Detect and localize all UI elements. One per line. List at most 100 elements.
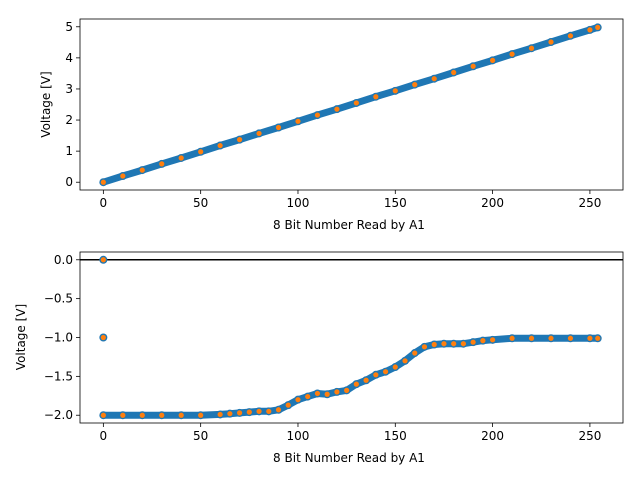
top-series-2-point	[178, 155, 184, 161]
bottom-y-tick-label: −0.5	[44, 292, 73, 306]
bottom-x-axis-label: 8 Bit Number Read by A1	[273, 451, 425, 465]
bottom-y-tick-label: −1.0	[44, 331, 73, 345]
top-x-tick-label: 0	[100, 196, 108, 210]
bottom-x-tick-label: 250	[578, 429, 601, 443]
top-series-2-point	[217, 142, 223, 149]
top-series-2-point	[353, 100, 359, 106]
bottom-series-2-point	[120, 412, 126, 418]
bottom-series-2-point	[266, 408, 272, 414]
bottom-series-2-point	[460, 341, 467, 347]
bottom-y-axis-label: Voltage [V]	[14, 304, 28, 370]
top-x-axis-label: 8 Bit Number Read by A1	[273, 218, 425, 232]
bottom-series-2-point	[412, 350, 418, 356]
bottom-x-tick-label: 150	[384, 429, 407, 443]
top-x-tick-label: 100	[287, 196, 310, 210]
top-series-2-point	[275, 124, 282, 131]
top-series-2-point	[528, 45, 535, 51]
bottom-series-2-point	[139, 412, 145, 418]
bottom-series-2-point	[451, 341, 457, 347]
bottom-series-2-point	[509, 335, 515, 341]
bottom-series-2-point	[285, 402, 291, 408]
top-series-2-point	[470, 63, 476, 69]
bottom-series-2-point	[334, 389, 340, 395]
bottom-series-2-point	[159, 412, 165, 418]
bottom-series-2-point	[392, 364, 398, 370]
bottom-series-2-point	[246, 409, 252, 415]
bottom-series-2-point	[567, 335, 574, 341]
top-series-2-point	[412, 82, 418, 88]
bottom-series-2-point	[402, 358, 408, 364]
bottom-series-2-point	[595, 335, 601, 341]
bottom-series-2-point	[490, 337, 496, 343]
top-subplot: 8 Bit Number Read by A1 Voltage [V] 0 50 1…	[39, 18, 624, 232]
top-series-2-point	[159, 161, 165, 167]
top-series-2-point	[139, 167, 145, 173]
top-series-2-point	[490, 57, 496, 63]
top-series-2-point	[198, 149, 204, 155]
bottom-y-tick-label: 0.0	[54, 253, 73, 267]
bottom-x-tick-label: 50	[193, 429, 208, 443]
bottom-series-2-point	[353, 381, 359, 387]
bottom-series-2-point	[314, 390, 321, 397]
bottom-series-2-point	[548, 335, 554, 341]
bottom-series-2-point	[198, 412, 204, 418]
bottom-series-2-point	[363, 377, 369, 383]
bottom-series-2-point	[373, 372, 379, 378]
bottom-series-2-point	[295, 397, 301, 403]
top-series-2-point	[548, 39, 554, 45]
bottom-series-2-point	[305, 393, 311, 400]
bottom-series-2-point	[324, 391, 330, 397]
bottom-series-2-point	[275, 407, 282, 413]
top-series-2-point	[314, 112, 321, 118]
top-x-tick-label: 150	[384, 196, 407, 210]
bottom-series-2-point	[217, 411, 223, 418]
bottom-isolated-point-inner	[100, 334, 106, 341]
top-series-2-point	[392, 88, 398, 94]
top-y-axis-label: Voltage [V]	[39, 71, 53, 137]
top-series-2-point	[451, 69, 457, 76]
top-series-2-point	[373, 94, 379, 100]
bottom-series-2-point	[178, 412, 184, 418]
bottom-x-tick-label: 100	[287, 429, 310, 443]
top-y-tick-label: 5	[65, 20, 73, 34]
bottom-x-tick-label: 0	[100, 429, 108, 443]
top-series-2-point	[100, 179, 106, 185]
bottom-x-tick-label: 200	[481, 429, 504, 443]
top-y-tick-label: 3	[65, 82, 73, 96]
top-y-tick-label: 1	[65, 144, 73, 158]
top-series-2-point	[295, 118, 301, 124]
top-plot-frame	[79, 18, 624, 191]
top-series-2-point	[334, 106, 340, 112]
bottom-series-2-point	[470, 339, 476, 345]
bottom-series-2-point	[100, 412, 106, 418]
bottom-series-2-point	[236, 410, 243, 416]
top-y-tick-label: 2	[65, 113, 73, 127]
top-x-tick-label: 200	[481, 196, 504, 210]
bottom-series-2-point	[382, 369, 389, 375]
bottom-series-2-point	[344, 387, 350, 393]
top-series-2-point	[256, 130, 262, 137]
bottom-series-2-point	[256, 408, 262, 414]
top-series-2-point	[567, 33, 574, 39]
top-series-2-point	[587, 27, 593, 33]
top-y-tick-label: 4	[65, 51, 73, 65]
bottom-series-2-point	[528, 335, 535, 341]
top-series-2-point	[120, 173, 126, 179]
bottom-y-tick-label: −2.0	[44, 408, 73, 422]
top-x-tick-label: 250	[578, 196, 601, 210]
top-series-2-point	[595, 24, 601, 30]
top-series-2-point	[236, 137, 243, 143]
bottom-y-tick-label: −1.5	[44, 369, 73, 383]
top-series-2-point	[431, 76, 437, 82]
bottom-series-2-point	[441, 341, 447, 347]
bottom-series-2-point	[480, 338, 486, 344]
bottom-subplot: 8 Bit Number Read by A1 Voltage [V] 0 50 1…	[14, 251, 624, 465]
bottom-series-2-point	[431, 341, 437, 348]
top-y-tick-label: 0	[65, 175, 73, 189]
bottom-series-2-point	[587, 335, 593, 341]
top-x-tick-label: 50	[193, 196, 208, 210]
bottom-series-2-point	[421, 344, 428, 350]
top-series-2-point	[509, 51, 515, 57]
